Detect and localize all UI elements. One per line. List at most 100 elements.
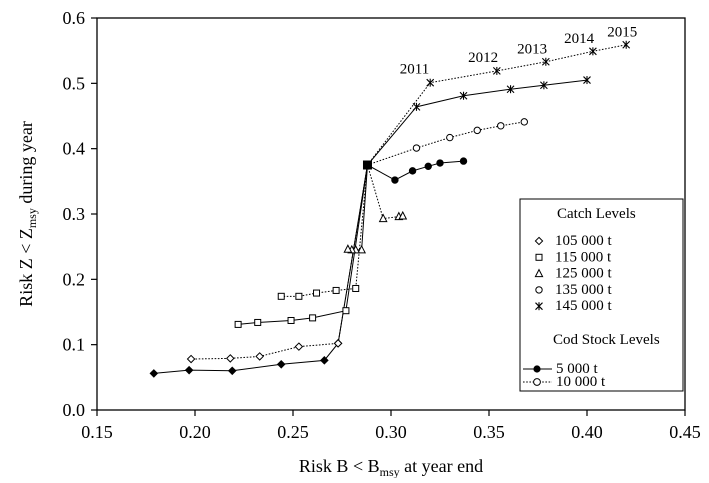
marker-circle [473,126,481,135]
marker-square [352,284,360,292]
year-annotation: 2011 [400,62,429,78]
axes: 0.15 0.20 0.25 0.30 0.35 0.40 0.45 0.0 0.1 0.2 0.3… [16,8,701,479]
series-line [367,44,627,166]
marker-diamond [320,356,329,365]
series-line [191,164,368,360]
marker-star [412,102,421,111]
x-axis-label: Risk B < Bmsy at year end [299,456,483,478]
legend-cod-title: Cod Stock Levels [553,332,660,348]
marker-star [535,302,543,311]
marker-triangle [378,213,388,223]
marker-diamond [186,354,196,364]
marker-circle [412,144,421,152]
marker-circle [391,176,399,184]
y-tick-label: 0.1 [63,335,86,355]
marker-circle [520,118,528,126]
marker-star [459,91,468,100]
marker-star [583,76,591,85]
series-line [367,160,464,181]
series-3 [277,164,368,300]
legend-cod-marker [533,378,541,386]
marker-star [541,57,550,66]
series-4 [343,164,368,254]
x-tick-label: 0.15 [81,422,113,442]
marker-diamond [225,354,235,363]
marker-circle [459,157,468,165]
marker-diamond [294,342,304,351]
marker-square [234,320,242,328]
legend-catch-label: 115 000 t [555,249,612,265]
series-1 [186,164,368,364]
marker-circle [497,122,505,130]
marker-circle [535,286,543,294]
marker-diamond [255,352,264,361]
x-tick-label: 0.45 [669,422,701,442]
y-axis-label-group: Risk Z < Zmsy during year [16,121,39,307]
marker-square [309,314,317,322]
series-line [367,79,588,166]
x-tick-label: 0.20 [179,422,211,442]
marker-triangle [357,244,367,254]
y-tick-label: 0.3 [63,204,86,224]
marker-star [622,40,631,49]
marker-triangle [534,268,544,278]
y-tick-label: 0.5 [63,73,86,93]
marker-circle [446,133,454,142]
series-8 [367,76,591,166]
series-line [281,164,368,297]
marker-star [492,66,501,75]
legend-catch-label: 125 000 t [555,266,613,282]
annotations: 2011 2012 2013 2014 2015 [400,24,637,77]
y-axis-label: Risk Z < Zmsy during year [16,121,39,307]
marker-triangle [343,244,353,253]
marker-diamond [333,339,343,348]
legend-catch-label: 145 000 t [555,298,613,314]
series-9 [367,40,631,166]
marker-star [588,47,597,56]
y-tick-label: 0.0 [63,400,86,420]
marker-square [332,286,340,294]
y-tick-label: 0.2 [63,269,86,289]
series-5 [367,164,408,223]
y-tick-label: 0.4 [63,139,86,159]
legend-cod-label: 10 000 t [556,374,606,390]
year-annotation: 2012 [468,50,498,66]
marker-star [426,78,435,87]
marker-diamond [184,365,194,375]
series-7 [367,118,528,166]
series-line [347,164,368,251]
marker-diamond [276,359,286,369]
x-tick-label: 0.30 [375,422,407,442]
marker-square [342,307,350,315]
marker-triangle [398,210,408,220]
marker-circle [424,162,432,171]
start-point [362,160,372,170]
legend-catch-label: 135 000 t [555,282,613,298]
series-line [367,164,403,220]
marker-square [535,253,543,261]
y-tick-label: 0.6 [63,8,86,28]
x-tick-label: 0.35 [473,422,505,442]
legend-cod-marker [533,365,541,373]
year-annotation: 2015 [607,24,637,40]
marker-square [254,318,262,326]
marker-square [295,292,303,300]
legend-catch-label: 105 000 t [555,233,613,249]
marker-diamond [534,236,544,246]
marker-circle [436,159,444,167]
year-annotation: 2014 [564,31,595,47]
marker-square [287,316,295,324]
series-2 [234,164,368,328]
series-0 [149,164,368,378]
legend-cod-label: 5 000 t [556,361,599,377]
marker-square [313,289,321,297]
marker-square [277,292,285,300]
marker-diamond [149,369,159,378]
legend-catch-title: Catch Levels [557,206,636,222]
marker-circle [408,167,417,175]
legend-box [519,198,684,392]
x-tick-label: 0.25 [277,422,309,442]
